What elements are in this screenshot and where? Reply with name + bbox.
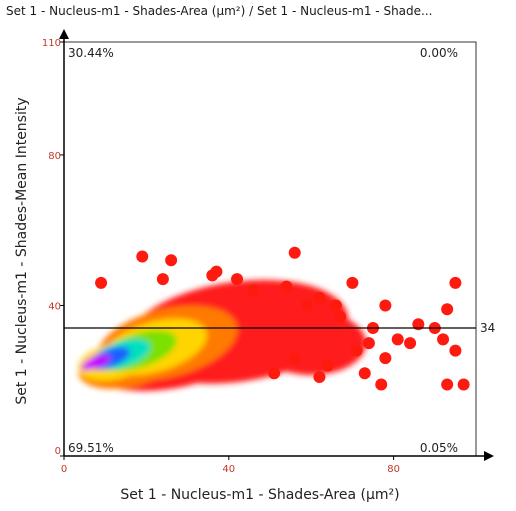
- x-axis-label: Set 1 - Nucleus-m1 - Shades-Area (µm²): [120, 487, 399, 503]
- x-axis-arrow: [484, 451, 494, 461]
- y-tick-label: 40: [48, 301, 61, 312]
- quadrant-top-right: 0.00%: [420, 46, 458, 60]
- x-tick-label: 0: [61, 464, 67, 475]
- quadrant-top-left: 30.44%: [68, 46, 114, 60]
- data-point: [247, 284, 260, 297]
- data-point: [321, 359, 334, 372]
- data-point: [449, 276, 462, 289]
- data-point: [231, 273, 244, 286]
- data-point: [449, 344, 462, 357]
- data-point: [379, 352, 392, 365]
- chart-title: Set 1 - Nucleus-m1 - Shades-Area (µm²) /…: [6, 4, 433, 18]
- data-point: [441, 303, 454, 316]
- data-point: [441, 378, 454, 391]
- data-point: [280, 280, 293, 293]
- y-tick-label: 80: [48, 151, 61, 162]
- data-point: [379, 299, 392, 312]
- x-tick-label: 40: [222, 464, 235, 475]
- data-point: [391, 333, 404, 346]
- data-point: [437, 333, 450, 346]
- data-point: [136, 250, 149, 263]
- x-tick-label: 80: [387, 464, 400, 475]
- data-point: [457, 378, 470, 391]
- data-point: [375, 378, 388, 391]
- y-tick-label: 110: [42, 38, 61, 49]
- data-point: [288, 246, 301, 259]
- data-point: [350, 344, 363, 357]
- data-point: [95, 276, 108, 289]
- data-point: [288, 352, 301, 365]
- quadrant-bottom-left: 69.51%: [68, 441, 114, 455]
- data-point: [268, 367, 281, 380]
- data-point: [165, 254, 178, 267]
- y-tick-label: 0: [55, 446, 61, 457]
- data-point: [334, 310, 347, 323]
- gate-line-label: 34: [480, 321, 495, 335]
- data-point: [404, 337, 417, 350]
- plot-frame: [63, 41, 477, 457]
- data-point: [412, 318, 425, 331]
- quadrant-bottom-right: 0.05%: [420, 441, 458, 455]
- data-point: [329, 299, 342, 312]
- y-axis-label: Set 1 - Nucleus-m1 - Shades-Mean Intensi…: [14, 97, 30, 404]
- data-point: [313, 291, 326, 304]
- data-point: [362, 337, 375, 350]
- density-cloud: [78, 279, 367, 391]
- data-point: [156, 273, 169, 286]
- data-point: [313, 370, 326, 383]
- data-point: [346, 276, 359, 289]
- y-axis-arrow: [59, 29, 69, 39]
- data-point: [301, 299, 314, 312]
- data-point: [358, 367, 371, 380]
- data-point: [206, 269, 219, 282]
